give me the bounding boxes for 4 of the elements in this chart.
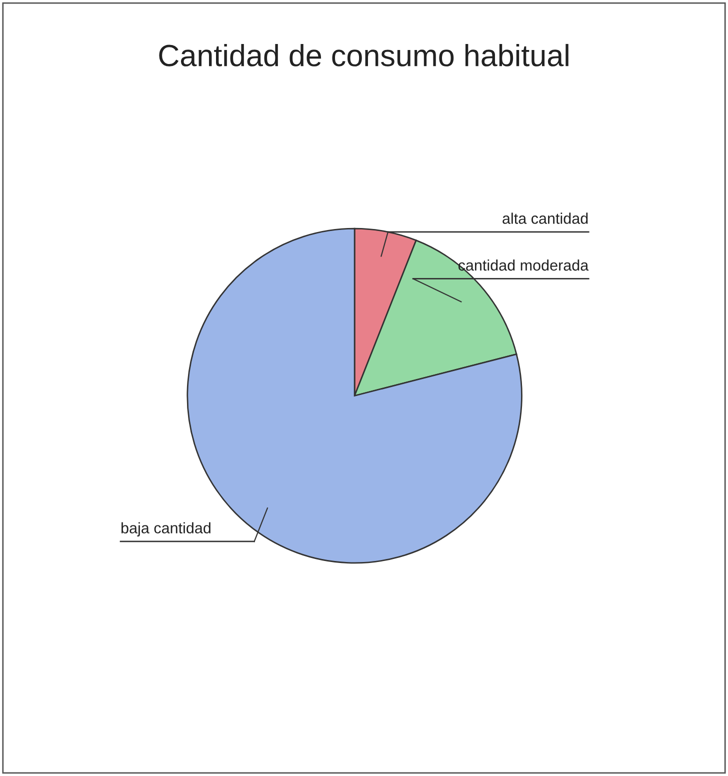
slice-label: baja cantidad — [122, 522, 210, 536]
slice-label: alta cantidad — [502, 212, 588, 224]
chart-title: Cantidad de consumo habitual — [159, 44, 568, 66]
slice-label: cantidad moderada — [458, 259, 589, 271]
